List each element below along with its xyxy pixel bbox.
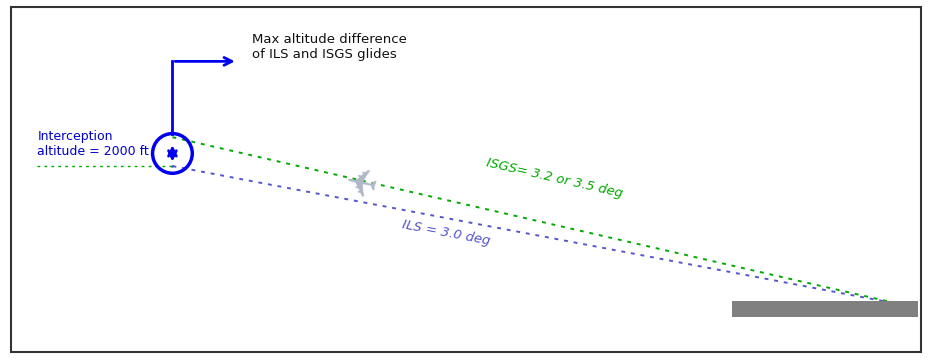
Text: Interception
altitude = 2000 ft: Interception altitude = 2000 ft [37,130,149,158]
Bar [732,300,918,317]
Text: ✈: ✈ [338,155,379,199]
Text: ✈: ✈ [338,155,379,199]
Text: ILS = 3.0 deg: ILS = 3.0 deg [401,218,491,248]
Text: ISGS= 3.2 or 3.5 deg: ISGS= 3.2 or 3.5 deg [485,156,624,200]
Text: Max altitude difference
of ILS and ISGS glides: Max altitude difference of ILS and ISGS … [252,33,406,61]
